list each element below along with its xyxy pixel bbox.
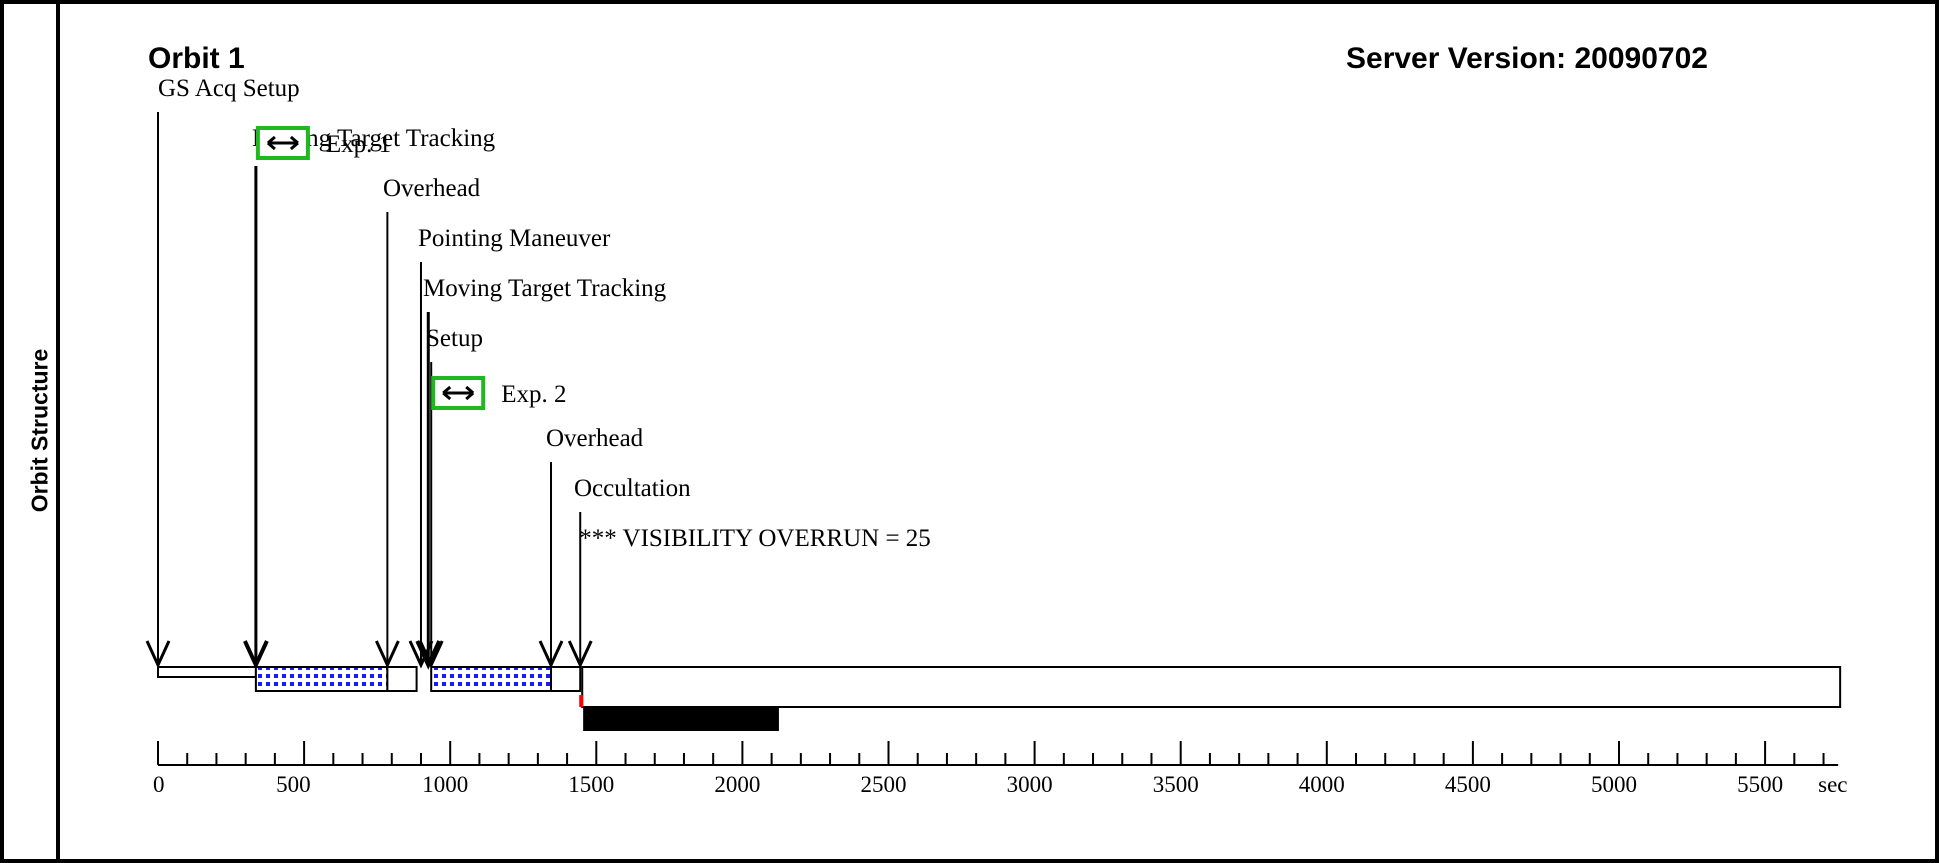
orbit-diagram: GS Acq Setup Moving Target Tracking Overhe…: [145, 75, 1848, 797]
event-arrow-head: [418, 640, 444, 669]
orbit-title: Orbit 1: [148, 42, 245, 75]
tick-label: 500: [276, 772, 311, 797]
timeline-segment: [157, 666, 257, 678]
timeline-segment: [386, 666, 418, 692]
event-label: Setup: [426, 325, 483, 352]
tick-label: 1500: [568, 772, 614, 797]
timeline-segment: [430, 666, 553, 692]
tick-label: 4500: [1445, 772, 1491, 797]
event-arrow-head: [145, 640, 171, 669]
axis-unit-label: sec: [1818, 772, 1847, 797]
overrun-marker: [579, 695, 584, 707]
tick-label: 3000: [1007, 772, 1053, 797]
black-bar: [583, 707, 779, 731]
orbit-structure-label-wrap: Orbit Structure: [10, 250, 70, 610]
double-arrow-icon: [442, 385, 475, 401]
event-arrow-head: [538, 640, 564, 669]
event-label: Pointing Maneuver: [418, 225, 611, 252]
tick-label: 4000: [1299, 772, 1345, 797]
event-arrow-head: [415, 640, 442, 670]
tick-label: 5500: [1737, 772, 1783, 797]
event-label: Overhead: [546, 425, 644, 452]
timeline-segment: [550, 666, 582, 692]
event-label: Overhead: [383, 175, 481, 202]
orbit-structure-label: Orbit Structure: [26, 348, 53, 512]
exposure-label: Exp. 2: [501, 381, 566, 408]
timeline-segment: [581, 666, 1842, 708]
tick-label: 3500: [1153, 772, 1199, 797]
tick-label: 5000: [1591, 772, 1637, 797]
exposure-label: Exp. 1: [326, 131, 391, 158]
event-arrow-head: [567, 640, 593, 669]
event-label: Occultation: [574, 475, 691, 502]
tick-label: 1000: [422, 772, 468, 797]
visibility-overrun-text: *** VISIBILITY OVERRUN = 25: [579, 525, 931, 552]
event-arrow-head: [375, 640, 400, 669]
event-label: Moving Target Tracking: [423, 275, 667, 302]
event-arrow-head: [243, 640, 269, 670]
server-version: Server Version: 20090702: [1346, 42, 1708, 75]
tick-label: 2000: [714, 772, 760, 797]
double-arrow-icon: [266, 135, 299, 151]
timeline-segment: [254, 666, 389, 692]
event-label: GS Acq Setup: [158, 75, 300, 102]
tick-label: 0: [153, 772, 165, 797]
tick-label: 2500: [861, 772, 907, 797]
